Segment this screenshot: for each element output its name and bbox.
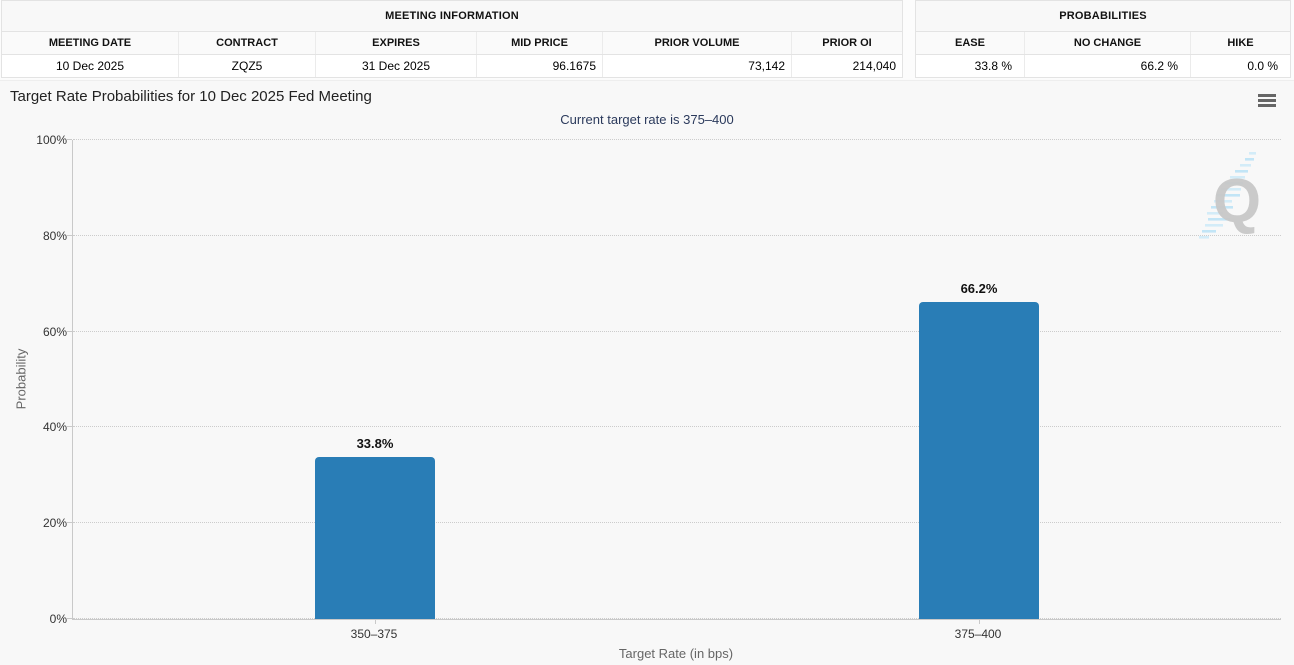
y-axis-title: Probability [13,348,29,410]
y-gridline [73,426,1281,428]
top-section: MEETING INFORMATION MEETING DATE CONTRAC… [0,0,1294,79]
col-meeting-date: MEETING DATE [2,32,179,54]
y-gridline [73,522,1281,524]
col-contract: CONTRACT [179,32,316,54]
hamburger-icon-bar [1258,98,1276,102]
bar-value-label: 66.2% [960,280,998,296]
probabilities-table: PROBABILITIES EASE NO CHANGE HIKE 33.8 %… [915,0,1291,78]
expires-value: 31 Dec 2025 [316,55,477,77]
fedwatch-chart: Target Rate Probabilities for 10 Dec 202… [0,80,1294,665]
y-tick-mark [66,522,72,524]
prior-volume-value: 73,142 [603,55,792,77]
chart-title: Target Rate Probabilities for 10 Dec 202… [10,88,372,105]
chart-subtitle: Current target rate is 375–400 [560,112,734,127]
y-gridline [73,618,1281,619]
bar-value-label: 33.8% [356,436,394,452]
meeting-information-title: MEETING INFORMATION [2,1,902,32]
y-tick-label: 20% [42,516,67,531]
col-mid-price: MID PRICE [477,32,603,54]
quikstrike-watermark-icon: Q [1199,152,1261,239]
meeting-date-value: 10 Dec 2025 [2,55,179,77]
y-tick-mark [66,139,72,140]
y-tick-label: 0% [49,612,67,626]
meeting-table-header-row: MEETING DATE CONTRACT EXPIRES MID PRICE … [2,32,902,55]
y-gridline [73,234,1281,236]
hike-value: 0.0 % [1247,59,1278,73]
y-axis-labels: 0% 20% 40% 60% 80% 100% [0,133,67,626]
contract-value: ZQZ5 [179,55,316,77]
col-ease: EASE [916,32,1025,54]
watermark-q-letter: Q [1213,167,1261,236]
probabilities-header-row: EASE NO CHANGE HIKE [916,32,1290,55]
x-axis-labels: 350–375 375–400 [72,627,1280,643]
col-no-change: NO CHANGE [1025,32,1191,54]
y-tick-mark [66,330,72,332]
no-change-value: 66.2 % [1025,55,1191,77]
col-expires: EXPIRES [316,32,477,54]
chart-context-menu-button[interactable] [1254,91,1280,109]
col-prior-oi: PRIOR OI [822,37,872,49]
x-tick-label: 350–375 [350,627,398,641]
y-tick-label: 40% [42,420,67,435]
probabilities-data-row: 33.8 % 66.2 % 0.0 % [916,55,1290,77]
mid-price-value: 96.1675 [477,55,603,77]
y-gridline [73,330,1281,332]
x-tick-mark [979,619,980,624]
meeting-information-table: MEETING INFORMATION MEETING DATE CONTRAC… [1,0,903,78]
y-tick-mark [66,426,72,428]
x-tick-label: 375–400 [954,627,1002,641]
meeting-table-data-row: 10 Dec 2025 ZQZ5 31 Dec 2025 96.1675 73,… [2,55,902,77]
y-tick-mark [66,618,72,619]
ease-value: 33.8 % [916,55,1025,77]
col-hike: HIKE [1227,37,1254,49]
x-axis-title: Target Rate (in bps) [618,646,734,661]
prior-oi-value: 214,040 [852,59,896,73]
bar-375-400[interactable] [919,301,1039,619]
hamburger-icon-bar [1258,103,1276,107]
y-tick-label: 100% [36,133,67,147]
y-tick-mark [66,234,72,236]
col-prior-volume: PRIOR VOLUME [603,32,792,54]
probabilities-title: PROBABILITIES [916,1,1290,32]
bar-350-375[interactable] [315,457,435,619]
plot-area: Q 33.8% 66.2% [66,139,1281,624]
hamburger-icon-bar [1258,93,1276,97]
y-gridline [73,139,1281,140]
y-tick-label: 80% [42,228,67,243]
y-tick-label: 60% [42,324,67,339]
x-tick-mark [375,619,376,624]
